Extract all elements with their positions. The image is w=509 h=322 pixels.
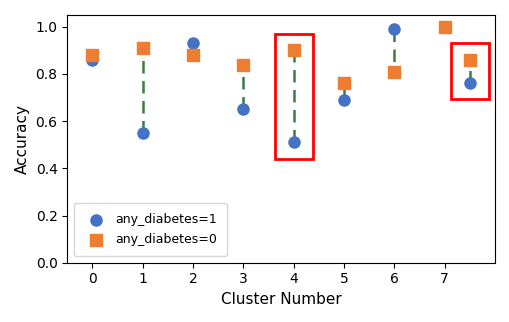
any_diabetes=0 — [340, 81, 348, 86]
Bar — [274, 34, 312, 159]
any_diabetes=1 — [289, 140, 297, 145]
any_diabetes=0 — [465, 57, 473, 62]
any_diabetes=1 — [189, 41, 197, 46]
any_diabetes=0 — [189, 52, 197, 58]
any_diabetes=1 — [88, 57, 96, 62]
any_diabetes=0 — [138, 45, 147, 51]
any_diabetes=0 — [88, 52, 96, 58]
Point — [440, 24, 448, 29]
any_diabetes=1 — [340, 97, 348, 102]
any_diabetes=1 — [389, 27, 398, 32]
any_diabetes=1 — [138, 130, 147, 136]
any_diabetes=0 — [289, 48, 297, 53]
any_diabetes=0 — [239, 62, 247, 67]
X-axis label: Cluster Number: Cluster Number — [220, 292, 341, 307]
Legend: any_diabetes=1, any_diabetes=0: any_diabetes=1, any_diabetes=0 — [73, 203, 226, 256]
any_diabetes=1 — [239, 107, 247, 112]
Y-axis label: Accuracy: Accuracy — [15, 104, 30, 174]
any_diabetes=1 — [465, 81, 473, 86]
Bar — [450, 43, 488, 99]
any_diabetes=0 — [389, 69, 398, 74]
